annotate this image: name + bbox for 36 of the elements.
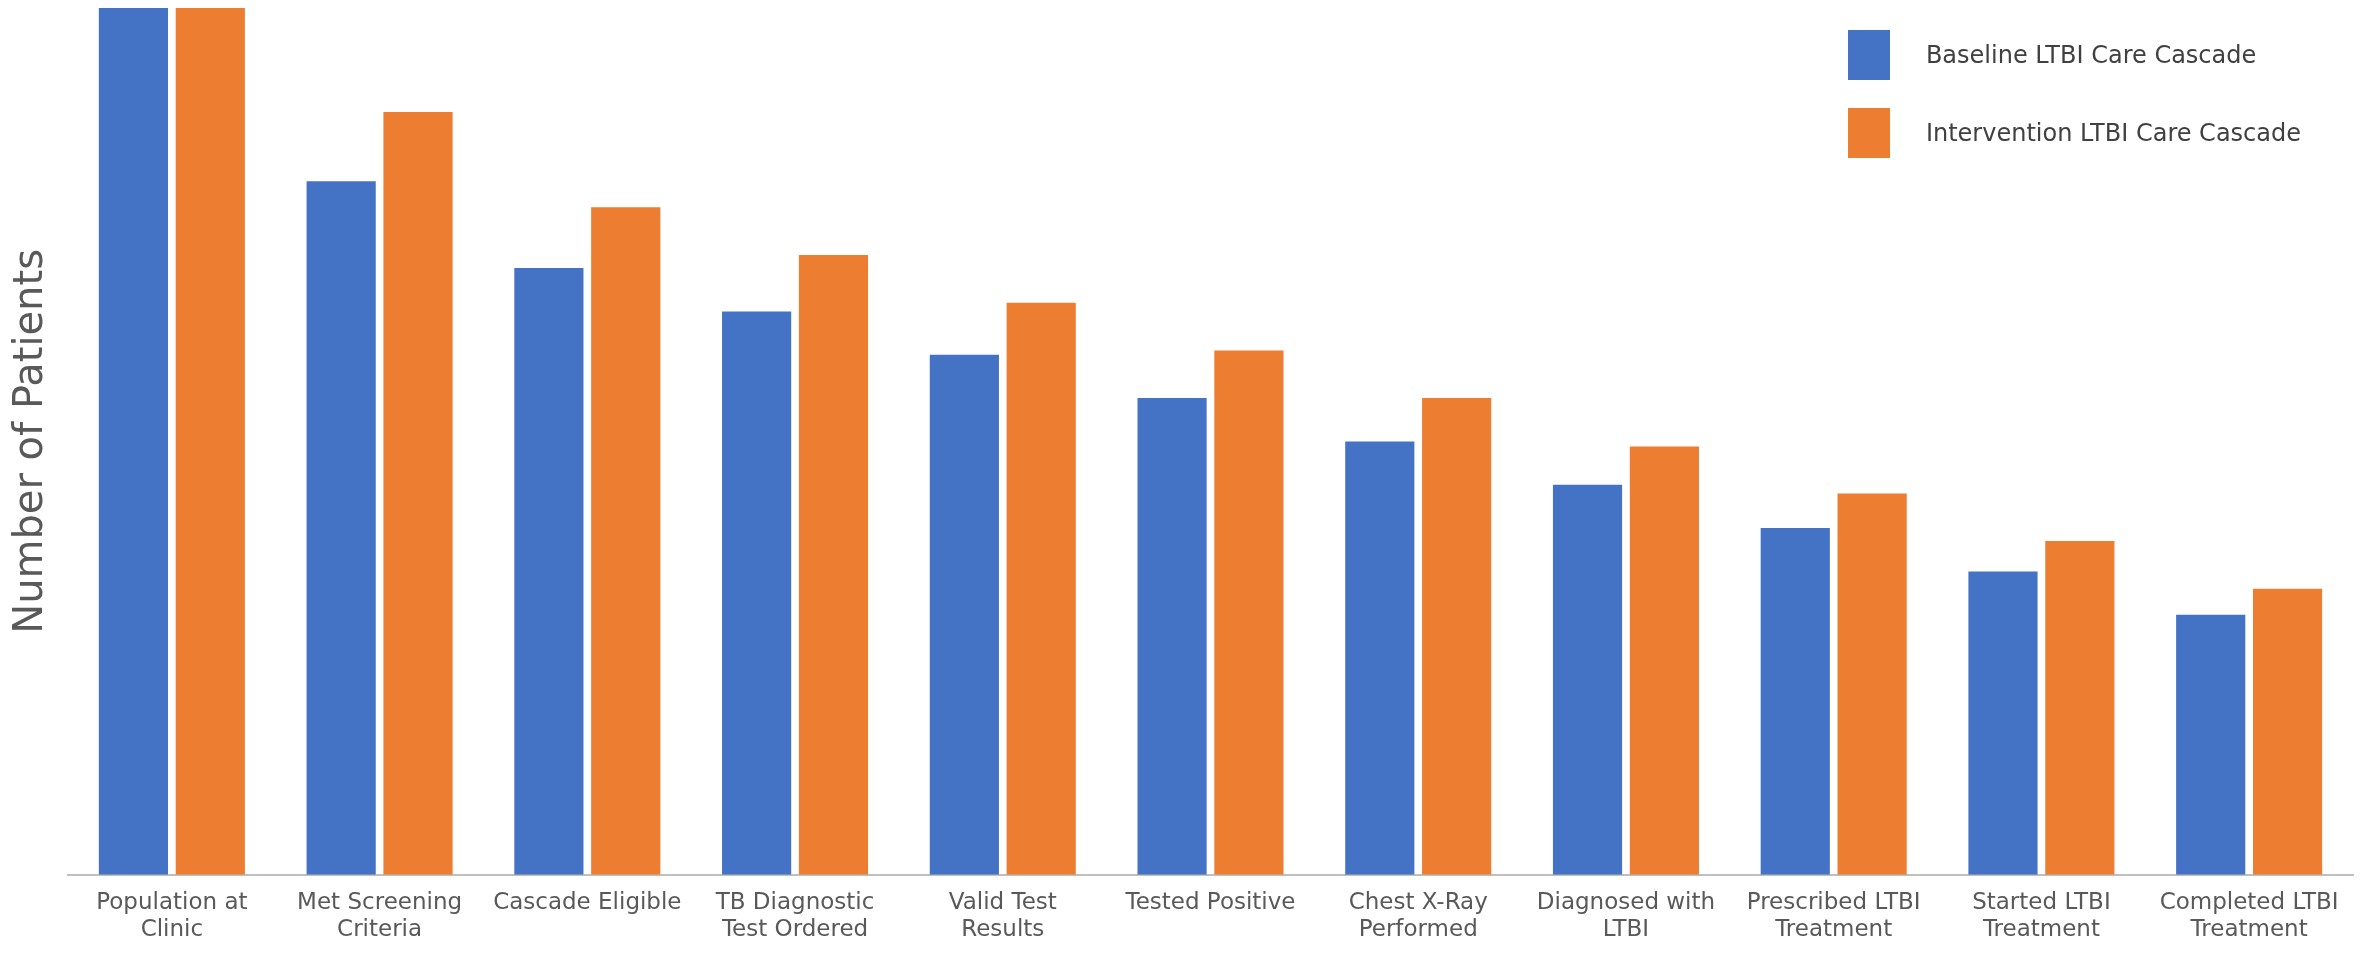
bar bbox=[1006, 302, 1076, 875]
bar bbox=[2176, 614, 2246, 875]
x-tick-label: Started LTBI Treatment bbox=[1972, 887, 2111, 942]
x-tick-label: TB Diagnostic Test Ordered bbox=[714, 887, 875, 942]
bar bbox=[2252, 588, 2323, 875]
bar bbox=[2045, 541, 2115, 875]
bar bbox=[1968, 571, 2038, 875]
x-tick-label: Cascade Eligible bbox=[493, 887, 682, 914]
y-axis-title: Number of Patients bbox=[5, 249, 52, 634]
bar bbox=[591, 207, 661, 875]
bar bbox=[1837, 493, 1907, 875]
bar bbox=[383, 112, 453, 875]
x-tick-label: Valid Test Results bbox=[948, 887, 1057, 942]
x-tick-label: Diagnosed with LTBI bbox=[1536, 887, 1716, 942]
x-tick-label: Completed LTBI Treatment bbox=[2159, 887, 2339, 942]
bar bbox=[798, 255, 869, 875]
x-tick-label: Met Screening Criteria bbox=[297, 887, 463, 942]
bar bbox=[1629, 446, 1699, 875]
bar bbox=[1552, 484, 1623, 875]
bar bbox=[722, 311, 792, 875]
legend-label: Baseline LTBI Care Cascade bbox=[1925, 41, 2257, 69]
bar bbox=[175, 8, 245, 875]
x-tick-label: Chest X-Ray Performed bbox=[1348, 887, 1488, 942]
x-tick-label: Population at Clinic bbox=[96, 887, 248, 942]
x-tick-label: Tested Positive bbox=[1124, 887, 1296, 914]
bar bbox=[929, 354, 999, 875]
legend-label: Intervention LTBI Care Cascade bbox=[1925, 119, 2301, 147]
bar bbox=[306, 181, 376, 875]
bar bbox=[1137, 398, 1207, 875]
x-tick-label: Prescribed LTBI Treatment bbox=[1746, 887, 1921, 942]
bar bbox=[1345, 441, 1415, 875]
bar bbox=[1422, 398, 1492, 875]
bar bbox=[98, 8, 169, 875]
bar bbox=[1760, 528, 1830, 875]
bar bbox=[1214, 350, 1284, 875]
bar bbox=[514, 268, 584, 875]
